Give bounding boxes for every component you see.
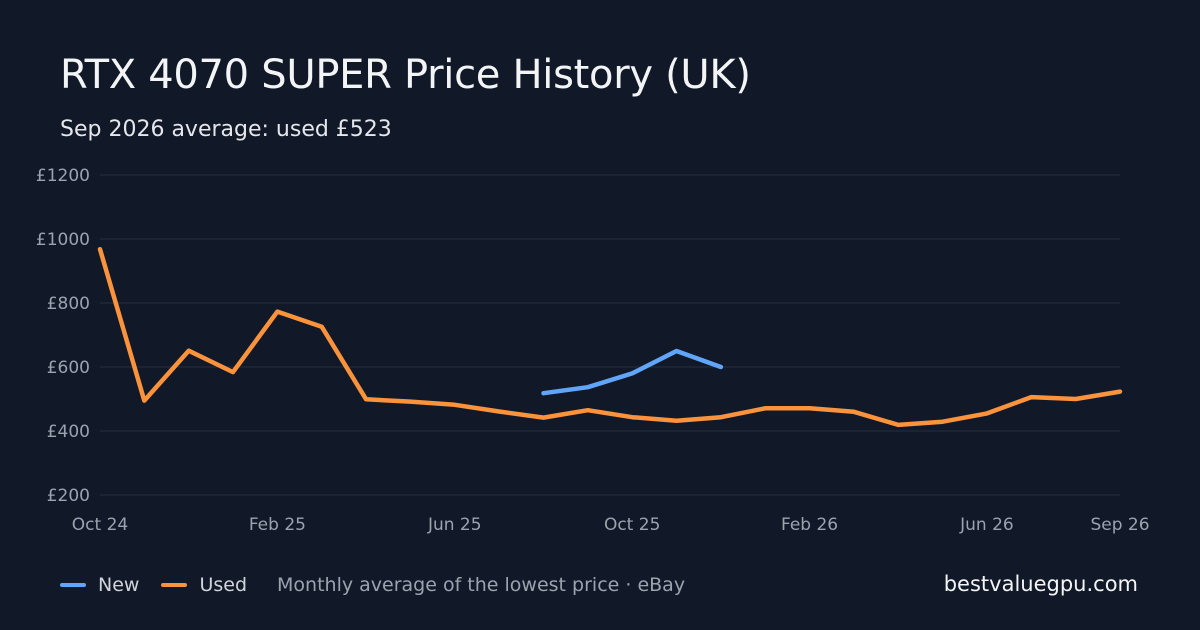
data-point-used (98, 247, 102, 251)
x-tick-label: Sep 26 (1090, 515, 1149, 535)
data-point-used (763, 406, 767, 410)
data-point-used (142, 398, 146, 402)
data-point-used (231, 370, 235, 374)
data-point-used (364, 397, 368, 401)
data-point-used (807, 406, 811, 410)
y-tick-label: £800 (47, 294, 90, 314)
data-point-new (586, 385, 590, 389)
data-point-new (719, 365, 723, 369)
y-tick-label: £1200 (36, 166, 90, 186)
data-point-new (674, 349, 678, 353)
data-point-used (1029, 395, 1033, 399)
x-tick-label: Oct 25 (604, 515, 660, 535)
data-point-used (186, 348, 190, 352)
y-tick-label: £200 (47, 486, 90, 506)
data-point-used (408, 399, 412, 403)
data-point-used (1073, 397, 1077, 401)
x-tick-label: Oct 24 (72, 515, 128, 535)
legend-note: Monthly average of the lowest price · eB… (277, 574, 686, 596)
legend-item-used[interactable]: Used (161, 574, 247, 596)
chart-title: RTX 4070 SUPER Price History (UK) (60, 52, 751, 98)
data-point-used (719, 415, 723, 419)
data-point-new (630, 371, 634, 375)
y-tick-label: £600 (47, 358, 90, 378)
series-line-used (97, 246, 1123, 428)
legend-item-new[interactable]: New (60, 574, 139, 596)
chart-legend: New Used Monthly average of the lowest p… (60, 574, 685, 596)
data-point-used (453, 403, 457, 407)
data-point-used (320, 324, 324, 328)
site-brand[interactable]: bestvaluegpu.com (943, 572, 1138, 596)
data-point-new (541, 391, 545, 395)
legend-swatch-new (60, 583, 86, 587)
chart-subtitle: Sep 2026 average: used £523 (60, 117, 392, 142)
legend-label-new: New (98, 574, 140, 596)
data-point-used (985, 411, 989, 415)
data-point-used (896, 423, 900, 427)
y-tick-label: £400 (47, 422, 90, 442)
x-tick-label: Feb 25 (249, 515, 306, 535)
data-point-used (1118, 389, 1122, 393)
data-point-used (674, 419, 678, 423)
y-tick-label: £1000 (36, 230, 90, 250)
x-tick-label: Feb 26 (781, 515, 838, 535)
legend-swatch-used (161, 583, 188, 587)
data-point-used (852, 410, 856, 414)
data-point-used (275, 309, 279, 313)
data-point-used (586, 408, 590, 412)
series-line-new (541, 348, 724, 396)
data-point-used (497, 409, 501, 413)
legend-label-used: Used (199, 574, 248, 596)
x-tick-label: Jun 26 (959, 515, 1014, 535)
x-tick-label: Jun 25 (427, 515, 482, 535)
data-point-used (940, 420, 944, 424)
data-point-used (541, 415, 545, 419)
data-point-used (630, 415, 634, 419)
